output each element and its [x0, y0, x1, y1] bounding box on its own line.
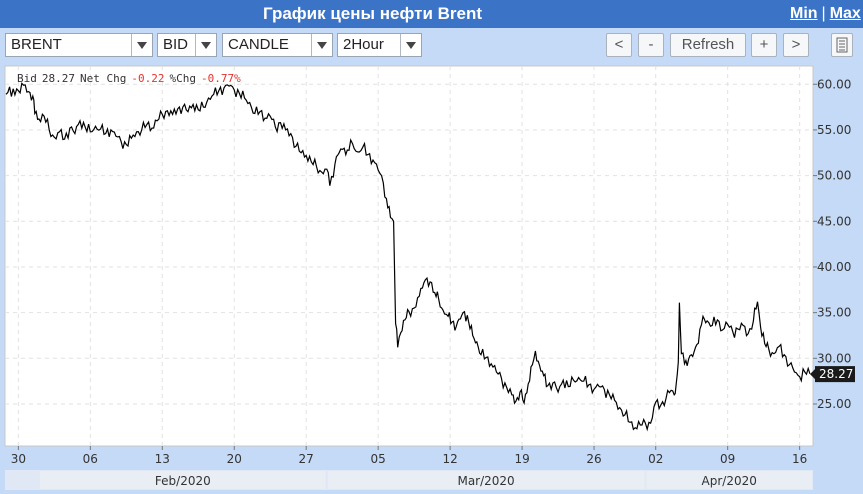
minimize-link[interactable]: Min — [790, 5, 818, 22]
prev-button[interactable]: < — [606, 33, 632, 57]
price-info: Bid 28.27 Net Chg -0.22 %Chg -0.77% — [17, 72, 241, 85]
month-cell — [39, 471, 326, 489]
y-tick-label: 35.00 — [817, 306, 851, 320]
price-type-value: BID — [163, 36, 189, 53]
window-title: График цены нефти Brent — [262, 4, 483, 23]
interval-select[interactable]: 2Hour — [337, 33, 422, 57]
pctchg-label: %Chg — [169, 72, 196, 85]
x-tick-label: 06 — [83, 452, 98, 466]
price-type-select[interactable]: BID — [157, 33, 217, 57]
bid-value: 28.27 — [42, 72, 75, 85]
instrument-select[interactable]: BRENT — [5, 33, 153, 57]
x-tick-label: 26 — [586, 452, 601, 466]
x-tick-label: 12 — [442, 452, 457, 466]
chevron-down-icon — [131, 34, 152, 56]
chart-area: 25.00 30.00 35.00 40.00 45.00 50.00 55.00 60.00… — [0, 64, 863, 494]
month-cell — [646, 471, 812, 489]
window-controls-separator: | — [821, 5, 826, 22]
x-tick-label: 30 — [11, 452, 26, 466]
y-tick-label: 45.00 — [817, 214, 851, 228]
x-tick-label: 09 — [720, 452, 735, 466]
last-price-box — [815, 366, 855, 383]
y-tick-label: 30.00 — [817, 351, 851, 365]
x-tick-label: 20 — [227, 452, 242, 466]
netchg-label: Net Chg — [80, 72, 126, 85]
zoom-out-button[interactable]: - — [638, 33, 664, 57]
chevron-down-icon — [400, 34, 421, 56]
netchg-value: -0.22 — [131, 72, 164, 85]
instrument-value: BRENT — [11, 36, 62, 53]
y-tick-label: 60.00 — [817, 77, 851, 91]
chevron-down-icon — [311, 34, 332, 56]
maximize-link[interactable]: Max — [829, 5, 861, 22]
x-tick-label: 27 — [299, 452, 314, 466]
zoom-in-button[interactable]: + — [751, 33, 777, 57]
interval-value: 2Hour — [343, 36, 384, 53]
x-tick-label: 05 — [371, 452, 386, 466]
month-cell — [327, 471, 645, 489]
x-tick-label: 13 — [155, 452, 170, 466]
chevron-down-icon — [195, 34, 216, 56]
list-icon[interactable] — [831, 33, 853, 57]
y-axis: 25.00 30.00 35.00 40.00 45.00 50.00 55.00 60.00 — [813, 77, 851, 411]
chart-style-select[interactable]: CANDLE — [222, 33, 333, 57]
month-label: Apr/2020 — [702, 474, 757, 488]
pctchg-value: -0.77% — [201, 72, 241, 85]
next-button[interactable]: > — [783, 33, 809, 57]
refresh-button[interactable]: Refresh — [670, 33, 746, 57]
plot-background — [4, 65, 814, 447]
title-bar: График цены нефти Brent Min | Max — [0, 0, 863, 28]
y-tick-label: 40.00 — [817, 260, 851, 274]
y-tick-label: 55.00 — [817, 123, 851, 137]
toolbar: BRENT BID CANDLE 2Hour < - Refresh + > — [0, 28, 863, 64]
last-price-pointer — [810, 369, 815, 380]
month-label: Feb/2020 — [155, 474, 211, 488]
y-tick-label: 50.00 — [817, 169, 851, 183]
bid-label: Bid — [17, 72, 37, 85]
price-chart[interactable]: 25.00 30.00 35.00 40.00 45.00 50.00 55.00 60.00… — [0, 64, 863, 494]
price-series-line — [5, 82, 811, 432]
x-tick-label: 19 — [514, 452, 529, 466]
month-label: Mar/2020 — [457, 474, 514, 488]
x-tick-label: 16 — [792, 452, 807, 466]
y-tick-label: 25.00 — [817, 397, 851, 411]
x-tick-label: 02 — [648, 452, 663, 466]
last-price-marker: 28.27 — [810, 366, 855, 383]
last-price-label: 28.27 — [819, 367, 853, 381]
chart-style-value: CANDLE — [228, 36, 289, 53]
x-axis: 30 06 13 20 27 05 12 19 26 02 09 16 Feb/2020 Mar/2020… — [5, 446, 813, 490]
window-controls: Min | Max — [790, 0, 861, 28]
